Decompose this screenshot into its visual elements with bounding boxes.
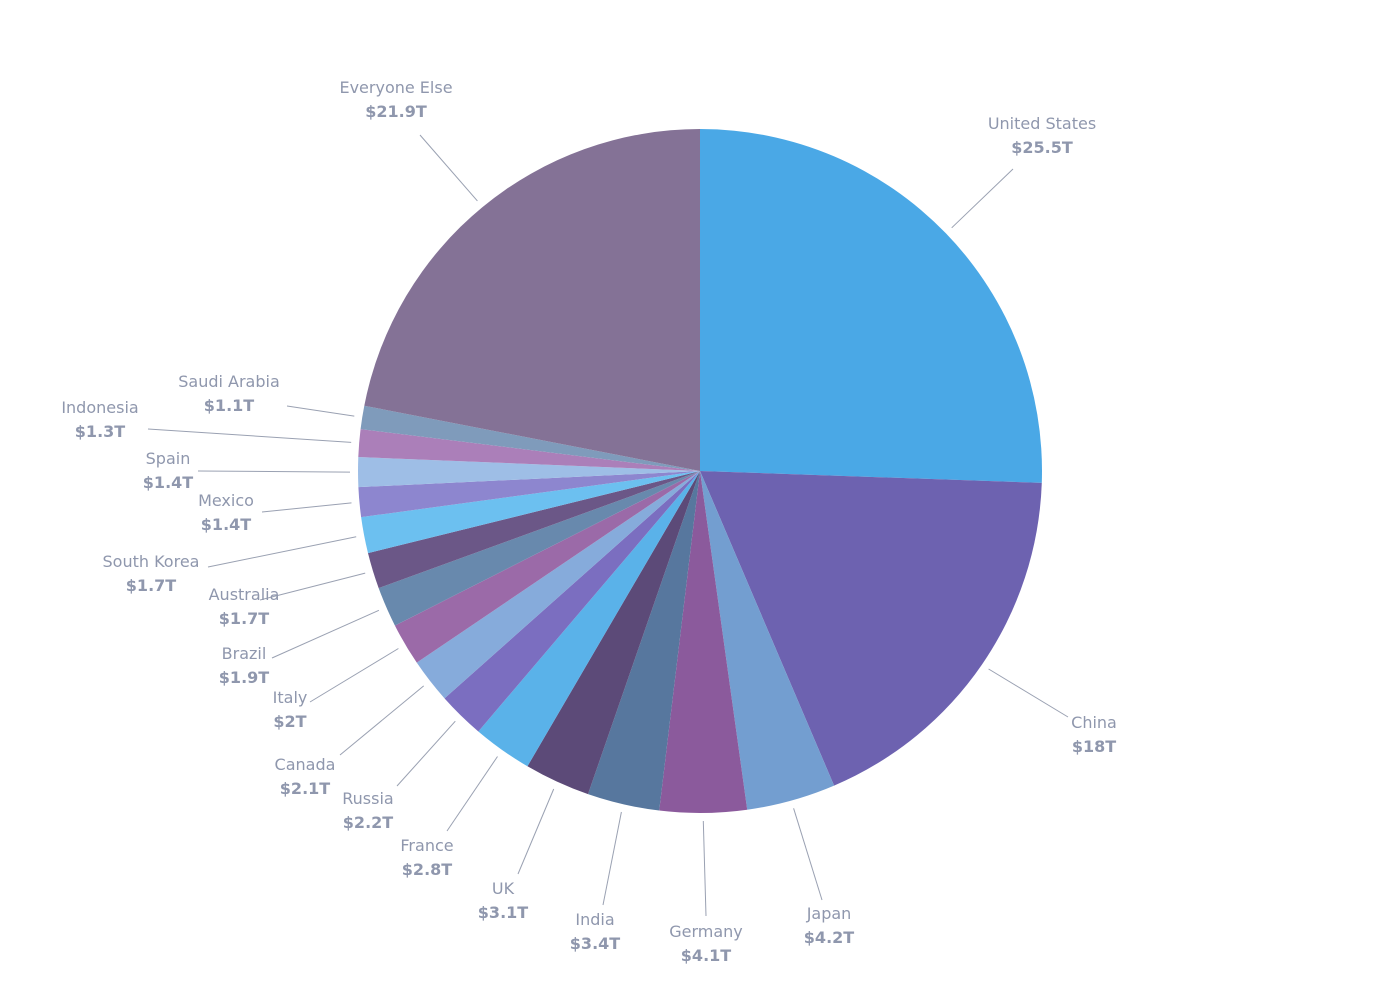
leader-line (988, 668, 1069, 718)
leader-line (702, 820, 707, 917)
slice-label-name: China (1071, 713, 1117, 732)
slice-label-name: Indonesia (61, 398, 138, 417)
leader-line (261, 502, 352, 513)
leader-line (271, 609, 380, 659)
leader-lines (147, 134, 1069, 917)
leader-line (793, 808, 823, 901)
leader-line (339, 685, 425, 756)
pie-slice-canada (416, 471, 700, 699)
leader-line (446, 756, 498, 832)
slice-label-value: $2T (273, 712, 306, 731)
slice-label-name: Mexico (198, 491, 254, 510)
leader-line (419, 134, 478, 202)
slice-label-name: Germany (669, 922, 743, 941)
slice-label-name: Italy (273, 688, 308, 707)
leader-line (147, 428, 352, 443)
slice-label-value: $2.8T (402, 860, 452, 879)
leader-line (396, 720, 456, 787)
slice-label-value: $3.1T (478, 903, 528, 922)
pie-slice-germany (659, 471, 748, 813)
slice-label-value: $4.1T (681, 946, 731, 965)
slice-label-value: $18T (1072, 737, 1116, 756)
pie-slice-brazil (378, 471, 700, 626)
slice-label-name: Spain (146, 449, 191, 468)
slice-labels: United States $25.5T China $18T Japan $4.2T Ge… (61, 78, 1117, 965)
slice-label-name: Brazil (222, 644, 267, 663)
leader-line (286, 405, 355, 417)
pie-slice-japan (700, 471, 835, 810)
pie-slice-india (587, 471, 700, 811)
slice-label-value: $1.9T (219, 668, 269, 687)
slice-label-name: South Korea (103, 552, 200, 571)
slice-label-name: Canada (275, 755, 336, 774)
leader-line (517, 788, 555, 875)
slice-label-name: Saudi Arabia (178, 372, 280, 391)
slice-label-name: UK (492, 879, 515, 898)
pie-slice-everyone-else (364, 129, 700, 471)
leader-line (197, 470, 351, 473)
slice-label-value: $4.2T (804, 928, 854, 947)
slice-label-value: $3.4T (570, 934, 620, 953)
slice-label-value: $2.1T (280, 779, 330, 798)
pie-slices (358, 129, 1042, 813)
pie-slice-italy (394, 471, 700, 663)
pie-slice-south-korea (361, 471, 700, 554)
pie-slice-united-states (700, 129, 1042, 483)
pie-slice-indonesia (358, 429, 700, 471)
slice-label-value: $25.5T (1011, 138, 1073, 157)
slice-label-value: $1.4T (201, 515, 251, 534)
slice-label-value: $1.4T (143, 473, 193, 492)
slice-label-value: $1.7T (126, 576, 176, 595)
pie-slice-saudi-arabia (360, 405, 700, 471)
slice-label-value: $1.3T (75, 422, 125, 441)
slice-label-name: United States (988, 114, 1096, 133)
slice-label-value: $2.2T (343, 813, 393, 832)
slice-label-name: Australia (209, 585, 280, 604)
slice-label-value: $1.7T (219, 609, 269, 628)
leader-line (207, 536, 357, 568)
slice-label-name: India (575, 910, 614, 929)
pie-slice-australia (368, 471, 700, 589)
pie-slice-russia (444, 471, 700, 732)
pie-slice-mexico (358, 471, 700, 518)
pie-slice-uk (527, 471, 700, 795)
slice-label-name: Russia (342, 789, 393, 808)
pie-slice-france (478, 471, 700, 767)
leader-line (259, 572, 366, 601)
leader-line (951, 168, 1014, 229)
leader-line (309, 648, 399, 703)
slice-label-value: $1.1T (204, 396, 254, 415)
pie-slice-spain (358, 457, 700, 488)
slice-label-name: Japan (806, 904, 852, 923)
pie-slice-china (700, 471, 1042, 786)
slice-label-name: France (400, 836, 453, 855)
slice-label-name: Everyone Else (339, 78, 452, 97)
slice-label-value: $21.9T (365, 102, 427, 121)
leader-line (602, 811, 622, 906)
